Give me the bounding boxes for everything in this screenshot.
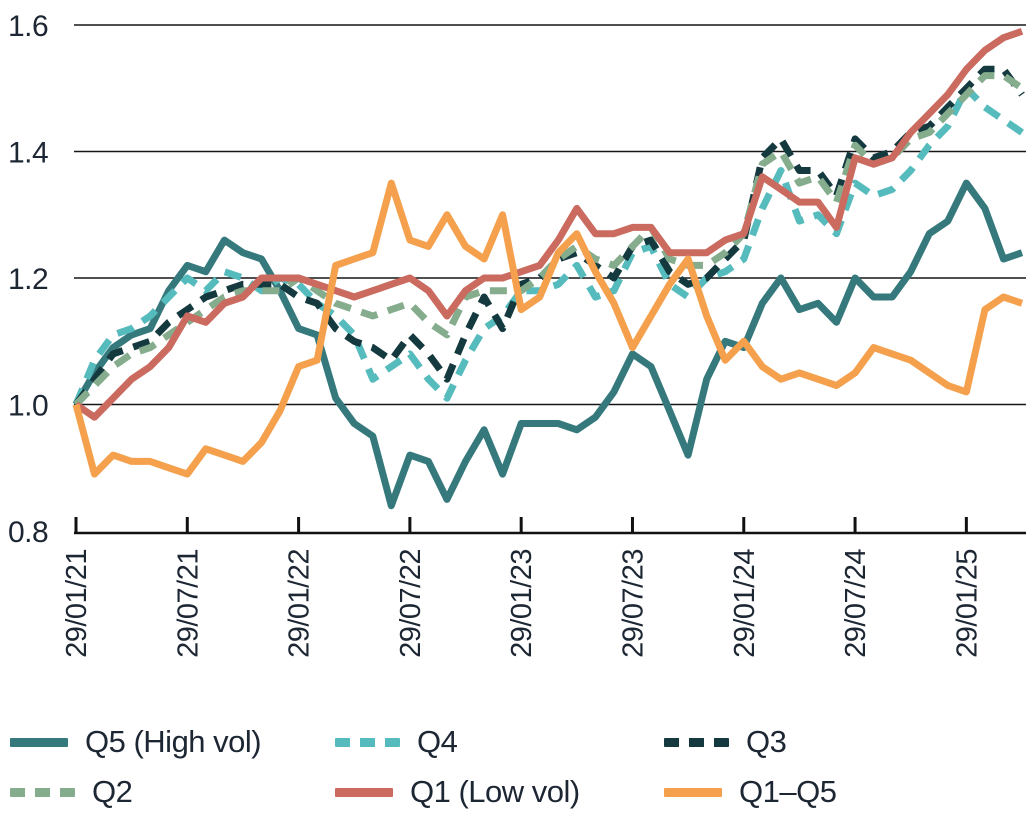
legend-label: Q4	[417, 724, 458, 759]
series-line-q4	[72, 84, 1024, 406]
y-axis-tick-label: 1.2	[8, 263, 48, 296]
x-axis-tick-label: 29/01/23	[506, 549, 538, 658]
legend-item-q5-high-vol: Q5 (High vol)	[10, 724, 262, 760]
legend-dashed-swatch	[10, 787, 75, 797]
legend-item-q3: Q3	[664, 724, 787, 760]
x-axis-tick-label: 29/01/25	[951, 549, 983, 658]
series-line-q2	[73, 72, 1024, 407]
x-axis-tick-label: 29/07/23	[617, 549, 649, 658]
legend-item-q4: Q4	[335, 724, 458, 760]
legend-item-q1-low-vol: Q1 (Low vol)	[335, 774, 580, 810]
y-axis-tick-label: 1.4	[8, 137, 48, 170]
legend-solid-swatch	[10, 737, 68, 747]
x-axis-tick-label: 29/01/21	[61, 549, 93, 658]
x-axis-tick-label: 29/01/24	[729, 549, 761, 658]
y-axis-tick-label: 1.6	[8, 10, 48, 43]
legend-label: Q3	[746, 724, 787, 759]
legend-item-q2: Q2	[10, 774, 133, 810]
series-line-q1-q5	[72, 179, 1024, 478]
legend-label: Q5 (High vol)	[85, 724, 262, 759]
y-axis-tick-label: 0.8	[8, 516, 48, 549]
legend-label: Q1–Q5	[739, 774, 837, 809]
legend-solid-swatch	[664, 787, 722, 797]
x-axis-tick-label: 29/07/22	[395, 549, 427, 658]
chart-legend: Q5 (High vol) Q4 Q3 Q2 Q1 (Low vol) Q1–Q5	[0, 702, 1034, 827]
legend-dashed-swatch	[335, 737, 400, 747]
series-line-q3	[73, 65, 1025, 407]
series-line-q5-high-vol	[72, 179, 1024, 510]
series-line-q1-low-vol	[74, 27, 1024, 421]
x-axis-tick-label: 29/07/24	[840, 549, 872, 658]
legend-label: Q2	[92, 774, 133, 809]
plot-area: 0.8 1.0 1.2 1.4 1.6 29/01/21 29/07/21 29/01/22 2…	[8, 10, 1026, 658]
x-axis-tick-label: 29/07/21	[172, 549, 204, 658]
x-axis-tick-label: 29/01/22	[284, 549, 316, 658]
legend-item-q1-q5: Q1–Q5	[664, 774, 837, 810]
y-axis-tick-label: 1.0	[8, 390, 48, 423]
legend-dashed-swatch	[664, 737, 729, 747]
legend-label: Q1 (Low vol)	[410, 774, 580, 809]
legend-solid-swatch	[335, 787, 393, 797]
